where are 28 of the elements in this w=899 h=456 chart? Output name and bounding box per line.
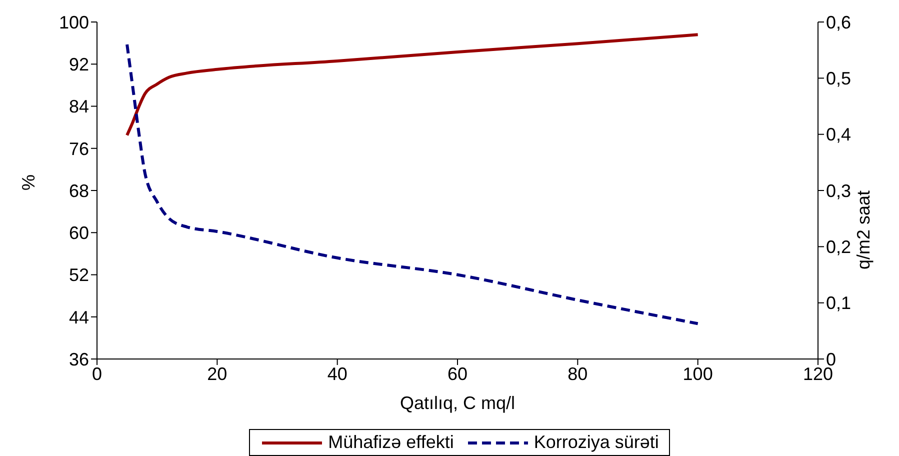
- x-tick-label: 60: [447, 364, 468, 384]
- y-tick-label: 60: [68, 223, 89, 244]
- y2-axis-title: q/m2 saat: [853, 190, 874, 270]
- y-tick-label: 92: [68, 54, 89, 75]
- legend-label: Korroziya sürəti: [534, 432, 659, 453]
- line-series: [126, 33, 700, 137]
- y2-tick-label: 0,1: [826, 293, 852, 314]
- x-tick-label: 0: [92, 364, 102, 384]
- y2-tick-label: 0,5: [826, 68, 852, 89]
- y-tick-label: 68: [68, 180, 89, 201]
- y-tick-label: 76: [68, 138, 89, 159]
- y2-tick-label: 0,3: [826, 180, 852, 201]
- y-tick-label: 36: [68, 349, 89, 370]
- y-axis-title: %: [18, 174, 38, 190]
- y-tick-label: 84: [68, 96, 89, 117]
- legend-label: Mühafizə effekti: [328, 432, 454, 453]
- x-axis-title: Qatılıq, C mq/l: [400, 393, 516, 413]
- y-tick-label: 44: [68, 307, 89, 328]
- y2-tick-label: 0,2: [826, 237, 852, 258]
- x-tick-label: 100: [682, 364, 713, 384]
- x-tick-label: 80: [568, 364, 588, 384]
- y-tick-label: 100: [58, 12, 89, 32]
- y2-tick-label: 0,4: [826, 124, 852, 145]
- x-tick-label: 40: [327, 364, 348, 384]
- y2-tick-label: 0,6: [826, 12, 852, 32]
- y-tick-label: 52: [68, 265, 89, 286]
- line-series: [126, 42, 700, 326]
- x-tick-label: 20: [207, 364, 228, 384]
